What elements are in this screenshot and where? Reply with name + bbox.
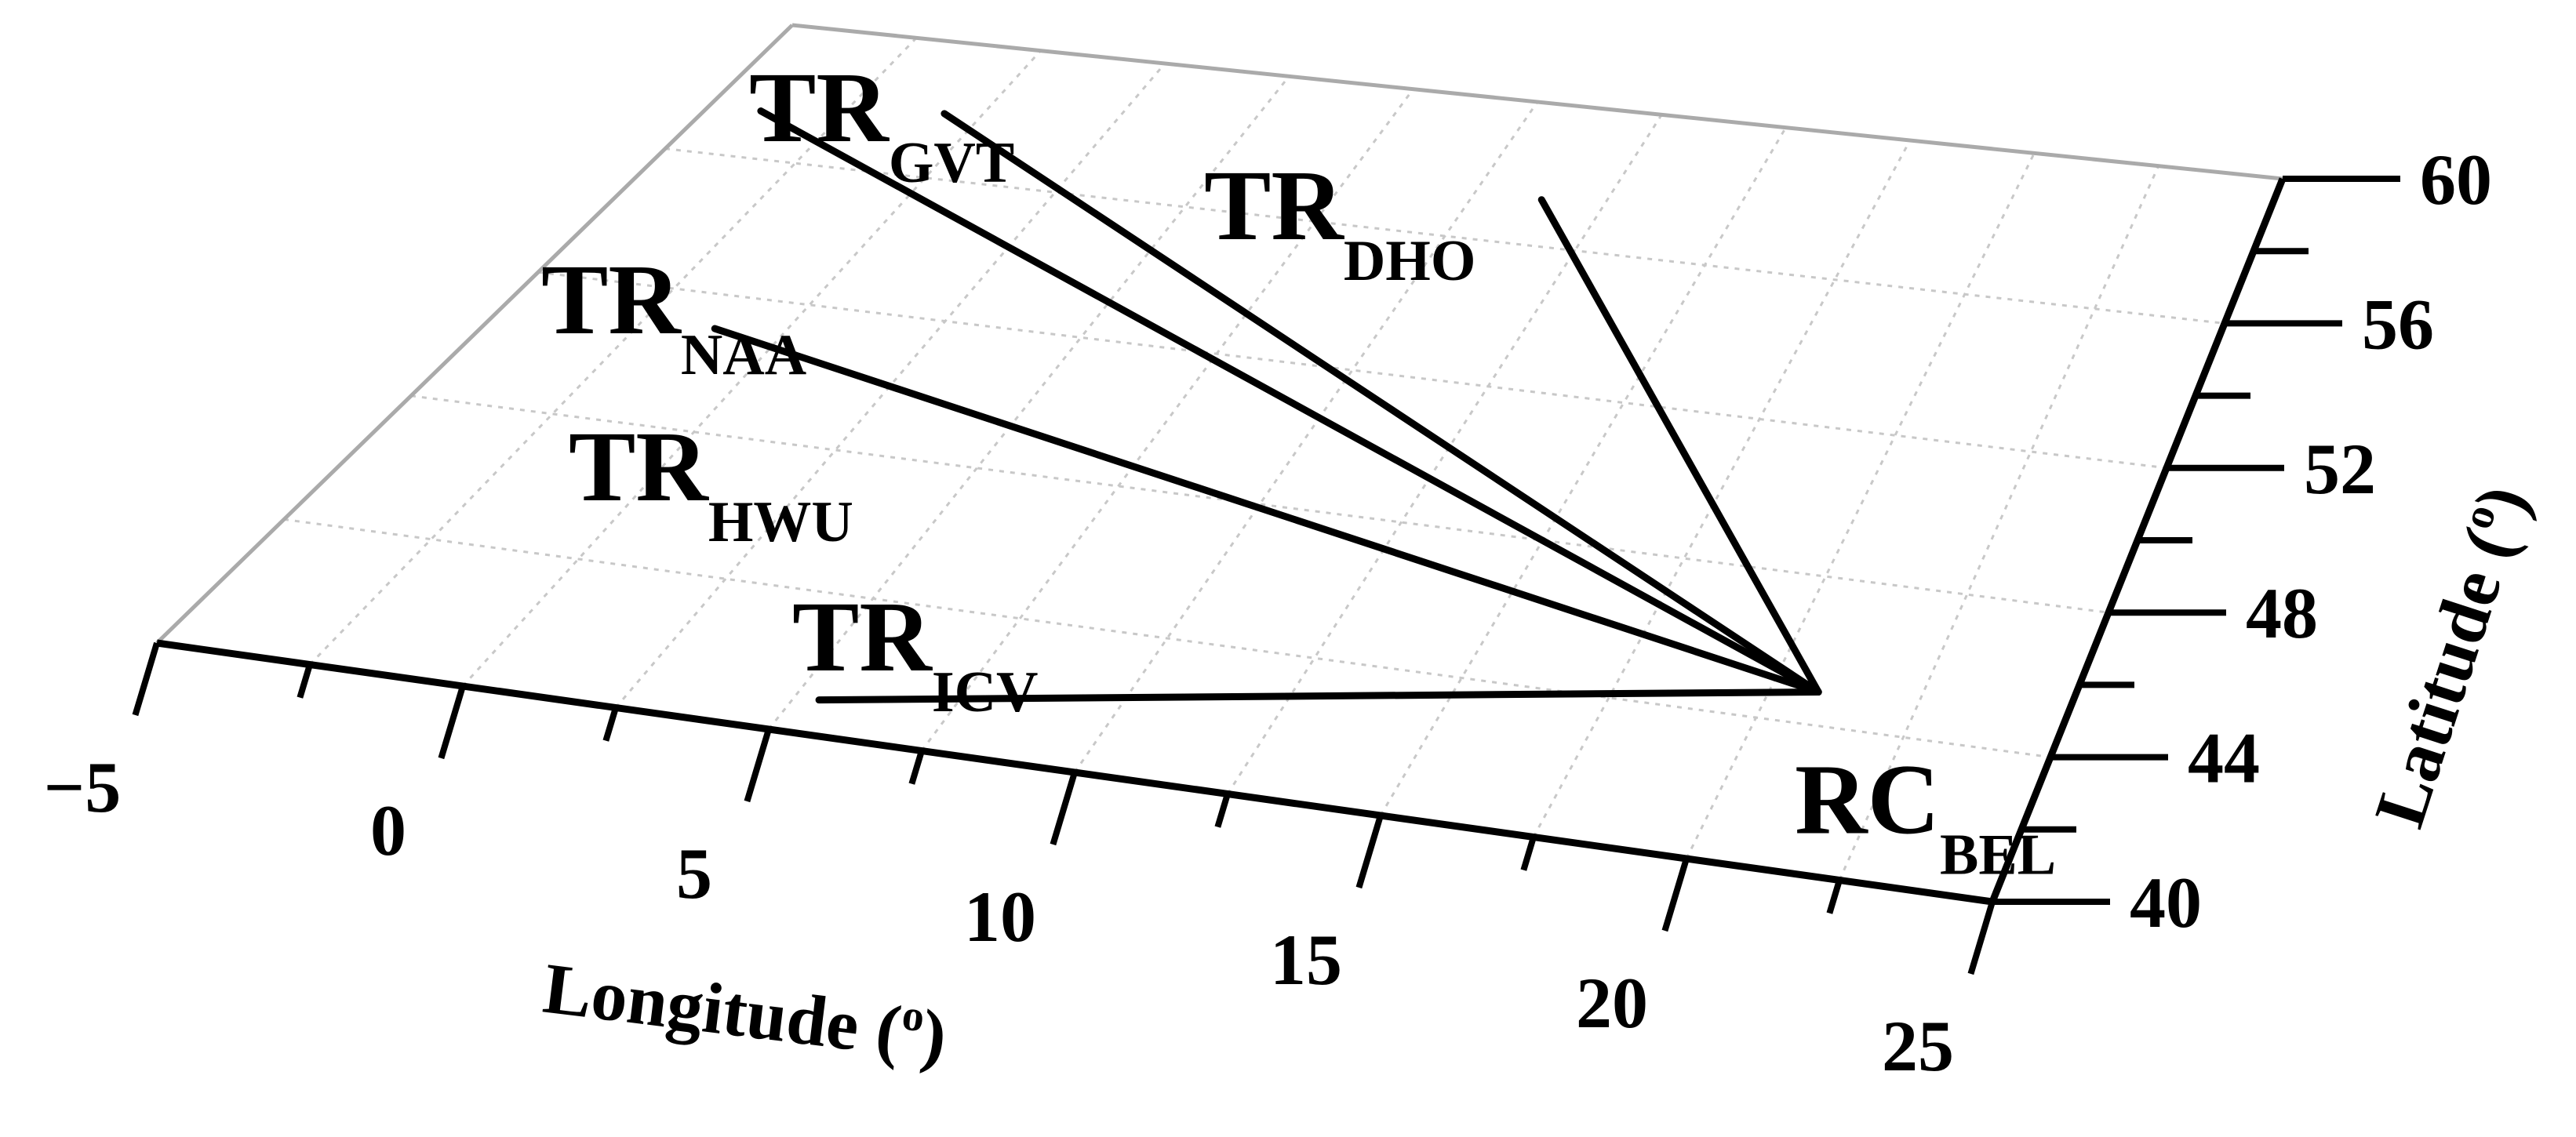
grid-line-lon [1379, 126, 1787, 816]
axis-ticks: −5 0 5 10 15 20 25 40 44 48 52 56 60 [44, 140, 2492, 1086]
path-dho [1537, 196, 1822, 696]
grid-line-lon [1226, 114, 1663, 795]
label-hub: RCBEL [1795, 744, 2056, 888]
x-minor-tick [1214, 793, 1231, 828]
y-tick-label: 48 [2246, 573, 2318, 653]
grid-line-lon [1838, 165, 2160, 881]
x-minor-tick [1826, 879, 1843, 914]
path-naa [757, 107, 1822, 696]
x-tick-label: 15 [1270, 920, 1342, 1000]
x-minor-tick [602, 707, 619, 742]
x-major-tick [1967, 900, 1996, 975]
x-major-tick [438, 685, 466, 760]
frame-top-edge [791, 23, 2283, 181]
grid-line-lon [1073, 101, 1539, 773]
x-minor-tick [908, 750, 925, 785]
x-major-tick [744, 728, 772, 803]
path-gvt [941, 110, 1822, 696]
y-tick-label: 52 [2304, 429, 2376, 509]
y-tick-label: 56 [2362, 284, 2434, 364]
x-minor-tick [297, 663, 313, 699]
label-naa: TRNAA [541, 244, 806, 387]
grid-line-lon [614, 63, 1166, 709]
path-hwu [711, 325, 1822, 696]
x-major-tick [1355, 814, 1384, 889]
path-icv [815, 688, 1822, 704]
label-icv: TRICV [792, 581, 1039, 725]
x-tick-label: 0 [370, 790, 406, 870]
grid-line-lon [767, 75, 1290, 730]
grid-line-lon [461, 49, 1042, 688]
label-gvt: TRGVT [749, 52, 1014, 195]
x-minor-tick [1520, 836, 1537, 871]
x-tick-label: −5 [44, 747, 121, 827]
grid-line-lat [664, 147, 2225, 325]
x-tick-label: 5 [676, 834, 712, 914]
x-major-tick [132, 641, 160, 717]
y-axis-label: Latitude (o) [2358, 476, 2544, 836]
grid-line-lon [1532, 140, 1912, 838]
x-axis-label: Longitude (o) [540, 947, 951, 1077]
x-tick-label: 20 [1576, 963, 1648, 1043]
y-tick-label: 44 [2188, 718, 2260, 798]
label-hwu: TRHWU [569, 411, 853, 554]
grid-line-lat [283, 518, 2051, 759]
y-tick-label: 40 [2130, 863, 2202, 943]
label-dho: TRDHO [1204, 150, 1475, 293]
propagation-paths [711, 107, 1822, 704]
x-tick-label: 25 [1882, 1006, 1954, 1086]
x-major-tick [1661, 857, 1690, 932]
path-labels: TRGVT TRDHO TRNAA TRHWU TRICV RCBEL [541, 52, 2056, 888]
x-major-tick [1050, 771, 1078, 846]
y-tick-label: 60 [2420, 140, 2492, 220]
frame-left-edge [155, 24, 794, 645]
x-tick-label: 10 [964, 877, 1036, 957]
